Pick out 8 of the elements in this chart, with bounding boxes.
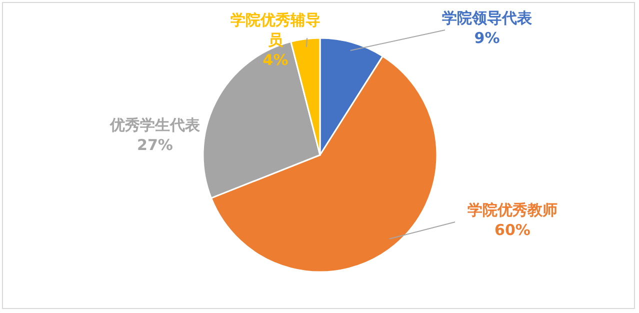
data-label: 60% <box>494 220 532 240</box>
slice-label: 学院优秀辅导员 <box>230 10 322 50</box>
data-label: 9% <box>473 28 501 48</box>
data-label: 4% <box>262 50 290 70</box>
slice-label: 学院优秀教师 <box>466 200 558 220</box>
slice-label: 优秀学生代表 <box>108 115 201 135</box>
data-label: 27% <box>136 135 174 155</box>
slice-label: 学院领导代表 <box>441 8 533 28</box>
